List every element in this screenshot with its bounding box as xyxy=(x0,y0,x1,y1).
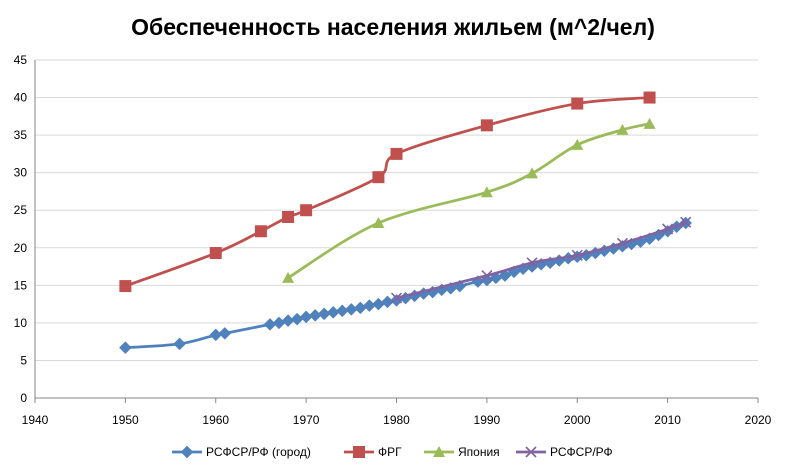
series-line xyxy=(396,220,687,300)
data-point xyxy=(643,91,656,104)
x-tick-label: 1990 xyxy=(474,413,501,427)
legend-item-2: ФРГ xyxy=(344,445,402,459)
y-tick-label: 45 xyxy=(14,53,28,67)
x-tick-label: 1940 xyxy=(22,413,49,427)
x-tick-label: 2010 xyxy=(654,413,681,427)
legend-marker xyxy=(180,445,194,459)
data-point xyxy=(119,280,132,293)
axes: 0 5 10 15 20 25 30 35 40 45 1940 1950 1960 1970 1980 19… xyxy=(14,53,772,427)
plot-area xyxy=(119,91,693,355)
data-point xyxy=(571,138,584,150)
data-point xyxy=(372,216,385,228)
legend-item-4: РСФСР/РФ xyxy=(516,445,613,459)
data-point xyxy=(372,171,385,184)
y-tick-label: 35 xyxy=(14,128,28,142)
x-tick-label: 1980 xyxy=(383,413,410,427)
data-point xyxy=(526,167,539,179)
data-point xyxy=(353,301,367,315)
x-tick-label: 2020 xyxy=(745,413,772,427)
data-point xyxy=(480,186,493,198)
data-point xyxy=(300,204,313,217)
data-point xyxy=(616,237,629,249)
data-point xyxy=(616,123,629,135)
x-tick-label: 1960 xyxy=(202,413,229,427)
legend: РСФСР/РФ (город) ФРГ Япония РСФСР/РФ xyxy=(172,445,613,459)
y-tick-label: 15 xyxy=(14,278,28,292)
series-2 xyxy=(119,91,656,293)
data-point xyxy=(218,327,232,340)
gridlines xyxy=(35,59,758,399)
data-point xyxy=(372,297,385,311)
y-tick-label: 5 xyxy=(20,353,27,367)
data-point xyxy=(254,225,267,238)
legend-marker xyxy=(525,446,537,458)
data-point xyxy=(282,271,295,283)
legend-marker xyxy=(353,446,365,458)
data-point xyxy=(173,337,186,351)
data-point xyxy=(526,257,538,269)
legend-marker xyxy=(433,446,445,457)
data-point xyxy=(119,341,132,355)
x-tick-label: 2000 xyxy=(564,413,591,427)
series-line xyxy=(124,96,650,288)
y-tick-label: 40 xyxy=(14,91,28,105)
data-point xyxy=(390,292,403,304)
legend-label: ФРГ xyxy=(378,445,402,459)
data-point xyxy=(282,210,295,223)
y-tick-label: 10 xyxy=(14,316,28,330)
data-point xyxy=(571,97,584,110)
legend-label: Япония xyxy=(458,445,500,459)
x-tick-label: 1950 xyxy=(112,413,139,427)
data-point xyxy=(680,216,692,228)
data-point xyxy=(571,249,583,261)
legend-label: РСФСР/РФ (город) xyxy=(206,445,311,459)
legend-item-3: Япония xyxy=(424,445,500,459)
series-3 xyxy=(282,117,656,283)
series-4 xyxy=(390,216,692,304)
legend-item-1: РСФСР/РФ (город) xyxy=(172,445,311,459)
y-tick-label: 20 xyxy=(14,241,28,255)
data-point xyxy=(209,247,222,260)
data-point xyxy=(480,119,493,132)
legend-label: РСФСР/РФ xyxy=(550,445,613,459)
data-point xyxy=(643,117,656,129)
data-point xyxy=(390,147,403,160)
data-point xyxy=(272,316,286,330)
x-tick-label: 1970 xyxy=(293,413,320,427)
chart-title: Обеспеченность населения жильем (м^2/чел… xyxy=(131,14,655,40)
data-point xyxy=(481,270,493,282)
data-point xyxy=(662,223,674,235)
y-tick-label: 30 xyxy=(14,166,28,180)
y-tick-label: 25 xyxy=(14,203,28,217)
y-tick-label: 0 xyxy=(20,391,27,405)
